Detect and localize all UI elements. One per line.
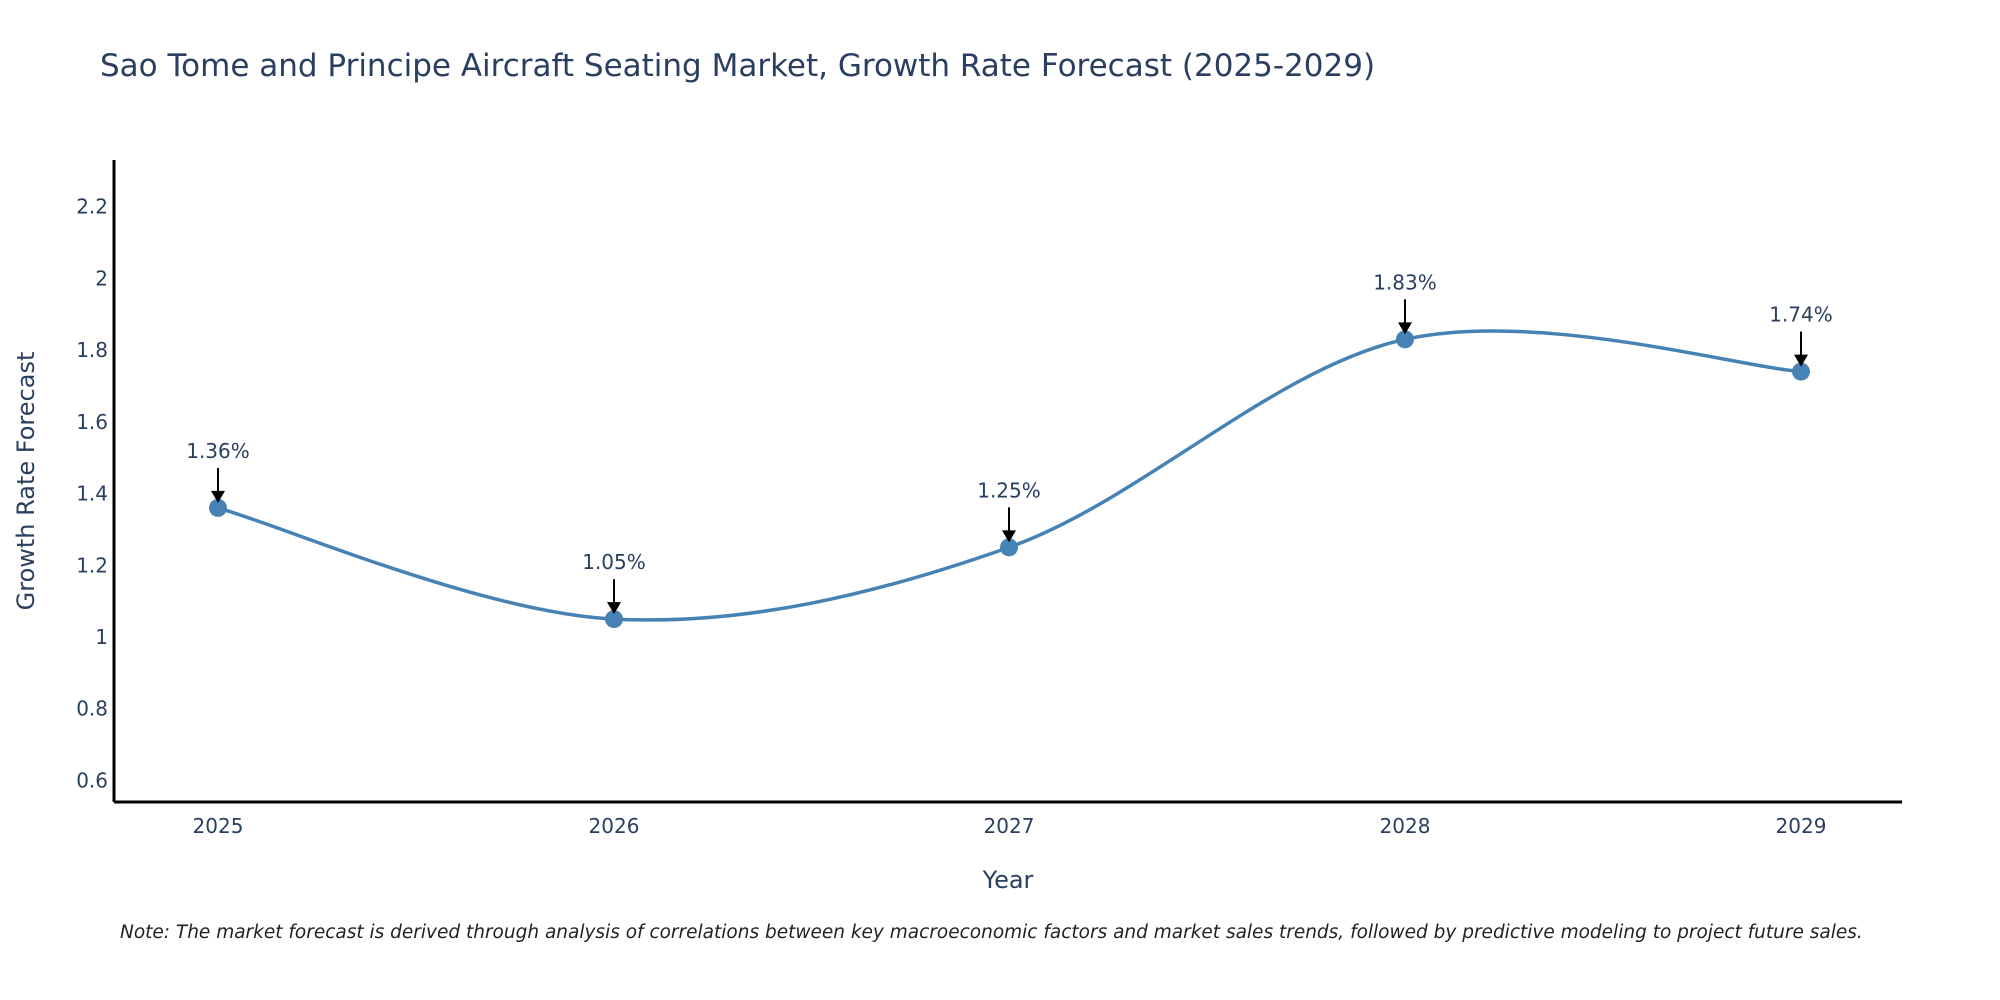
y-tick-label: 1.8: [76, 338, 108, 362]
annotation-arrow-head: [1002, 530, 1016, 543]
y-tick-label: 1.6: [76, 410, 108, 434]
data-label-annotation: 1.74%: [1769, 303, 1833, 367]
data-point: [1792, 362, 1810, 381]
data-label-annotation: 1.83%: [1373, 270, 1437, 335]
data-point: [209, 498, 227, 517]
annotation-arrow-head: [1794, 354, 1808, 367]
data-point: [605, 610, 623, 629]
data-label-annotation: 1.05%: [582, 550, 646, 615]
data-label: 1.36%: [186, 439, 250, 463]
y-tick-label: 1: [95, 625, 108, 649]
data-label-annotation: 1.25%: [977, 478, 1041, 543]
series-line: [217, 329, 1802, 622]
x-tick-label: 2027: [984, 814, 1035, 838]
x-tick-label: 2026: [589, 814, 640, 838]
x-tick-label: 2029: [1776, 814, 1827, 838]
data-point: [1000, 538, 1018, 557]
y-tick-label: 0.6: [76, 768, 108, 792]
y-tick-label: 1.4: [76, 482, 108, 506]
y-tick-label: 0.8: [76, 697, 108, 721]
y-tick-label: 1.2: [76, 553, 108, 577]
series-markers: [209, 330, 1810, 629]
data-labels: 1.36% 1.05% 1.25% 1.83% 1.74%: [186, 270, 1833, 615]
x-axis-title: Year: [982, 866, 1034, 894]
data-label: 1.83%: [1373, 270, 1437, 294]
annotation-arrow-head: [607, 602, 621, 615]
y-tick-labels: 0.6 0.8 1 1.2 1.4 1.6 1.8 2 2.2: [76, 195, 108, 793]
data-label-annotation: 1.36%: [186, 439, 250, 503]
x-tick-label: 2025: [193, 814, 244, 838]
x-tick-label: 2028: [1380, 814, 1431, 838]
y-axis-title: Growth Rate Forecast: [12, 352, 40, 611]
data-point: [1396, 330, 1414, 349]
chart-title: Sao Tome and Principe Aircraft Seating M…: [100, 48, 1376, 84]
annotation-arrow-head: [1398, 322, 1412, 335]
chart-note: Note: The market forecast is derived thr…: [120, 922, 1863, 943]
x-tick-labels: 2025 2026 2027 2028 2029: [193, 814, 1827, 838]
data-label: 1.74%: [1769, 303, 1833, 327]
data-label: 1.05%: [582, 550, 646, 574]
y-tick-label: 2: [95, 266, 108, 290]
y-tick-label: 2.2: [76, 195, 108, 219]
annotation-arrow-head: [211, 490, 225, 503]
data-label: 1.25%: [977, 478, 1041, 502]
